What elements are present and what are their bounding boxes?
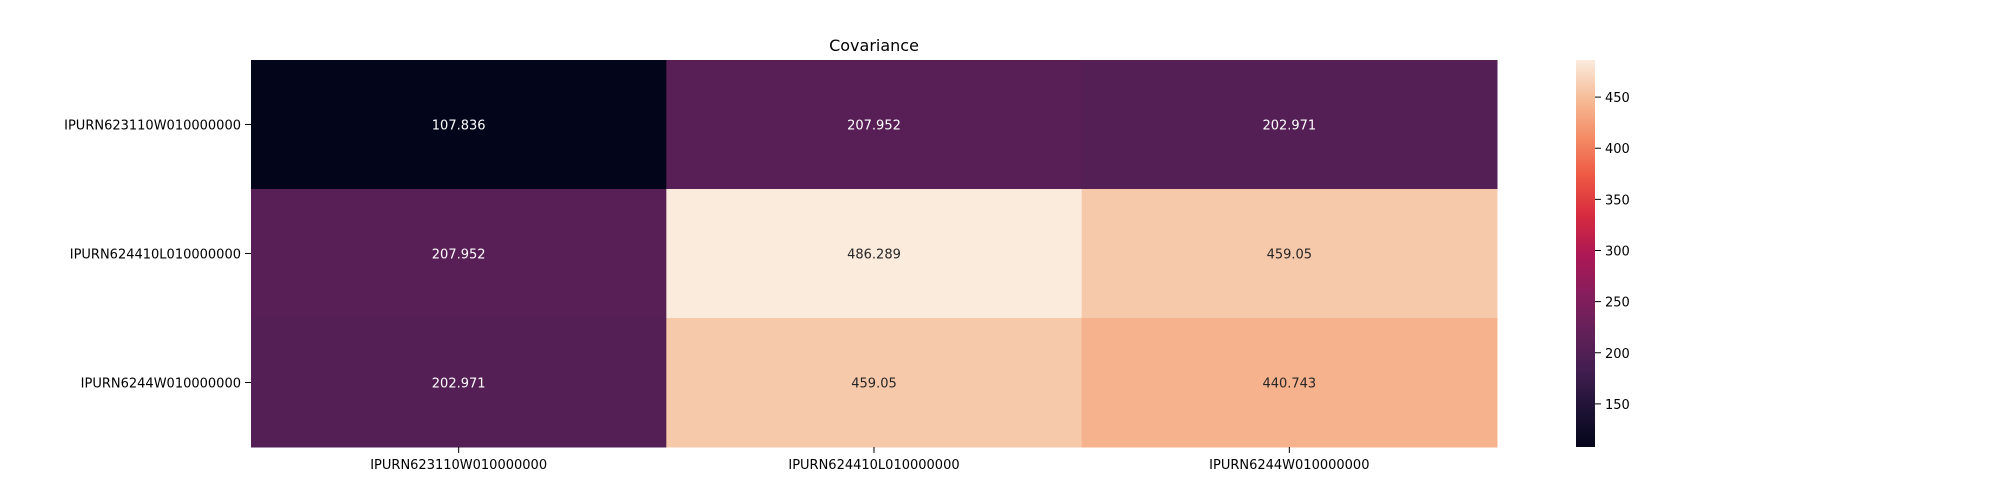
y-tick-label: IPURN6244W010000000 xyxy=(81,377,241,392)
colorbar-tick-label: 250 xyxy=(1605,296,1630,311)
heatmap-cell xyxy=(251,60,667,190)
cell-value-label: 202.971 xyxy=(1262,119,1316,134)
heatmap-cell xyxy=(251,318,667,448)
colorbar-tick-label: 450 xyxy=(1605,91,1630,106)
heatmap-cell xyxy=(666,60,1083,190)
chart-title: Covariance xyxy=(829,36,919,55)
y-tick-label: IPURN624410L010000000 xyxy=(70,248,241,263)
cell-value-label: 207.952 xyxy=(847,119,901,134)
colorbar: 150 200 250 300 350 400 450 xyxy=(1576,60,1630,447)
cell-value-label: 207.952 xyxy=(432,248,486,263)
heatmap-cell xyxy=(1081,60,1498,190)
cell-value-label: 440.743 xyxy=(1262,377,1316,392)
heatmap-cell xyxy=(1081,189,1498,319)
x-tick-label: IPURN624410L010000000 xyxy=(788,458,959,473)
x-tick-label: IPURN6244W010000000 xyxy=(1209,458,1369,473)
cell-value-label: 107.836 xyxy=(432,119,486,134)
colorbar-tick-label: 400 xyxy=(1605,142,1630,157)
heatmap-cell xyxy=(1081,318,1498,448)
y-axis: IPURN623110W010000000 IPURN624410L0100000… xyxy=(64,119,251,392)
cell-value-label: 202.971 xyxy=(432,377,486,392)
cell-value-label: 486.289 xyxy=(847,248,901,263)
heatmap-cell xyxy=(666,189,1083,319)
colorbar-tick-label: 150 xyxy=(1605,398,1630,413)
x-tick-label: IPURN623110W010000000 xyxy=(370,458,547,473)
colorbar-tick-label: 200 xyxy=(1605,347,1630,362)
colorbar-tick-label: 300 xyxy=(1605,244,1630,259)
cell-value-label: 459.05 xyxy=(1267,248,1313,263)
cell-value-label: 459.05 xyxy=(851,377,897,392)
heatmap-cell xyxy=(251,189,667,319)
x-axis: IPURN623110W010000000 IPURN624410L0100000… xyxy=(370,447,1369,473)
y-tick-label: IPURN623110W010000000 xyxy=(64,119,241,134)
heatmap-cells: 107.836 207.952 202.971 207.952 486.289 459.0… xyxy=(251,60,1498,448)
heatmap-cell xyxy=(666,318,1083,448)
colorbar-tick-label: 350 xyxy=(1605,193,1630,208)
colorbar-gradient xyxy=(1576,60,1595,447)
